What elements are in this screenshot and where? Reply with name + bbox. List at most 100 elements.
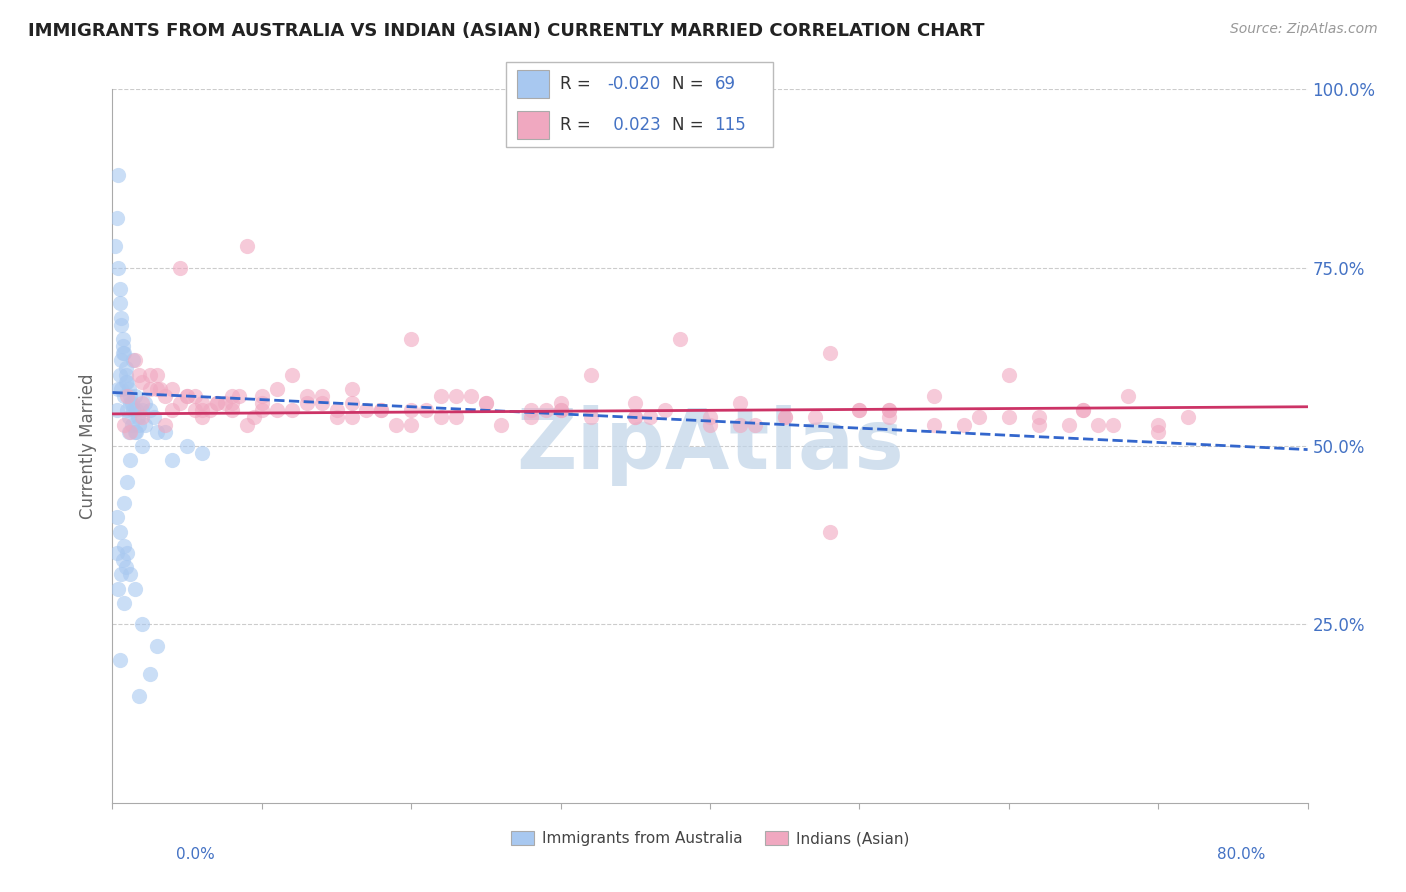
Text: 69: 69: [714, 76, 735, 94]
Point: [191, 446, 214, 460]
Point: [108, 524, 131, 539]
FancyBboxPatch shape: [506, 62, 773, 147]
Point: [128, 689, 150, 703]
Point: [146, 382, 169, 396]
Point: [162, 382, 183, 396]
Point: [176, 439, 198, 453]
Point: [214, 396, 236, 410]
Point: [105, 510, 128, 524]
Point: [579, 368, 602, 382]
Point: [146, 425, 169, 439]
Point: [183, 389, 205, 403]
Text: 0.023: 0.023: [607, 116, 661, 134]
Point: [191, 396, 214, 410]
Point: [105, 546, 128, 560]
Text: Source: ZipAtlas.com: Source: ZipAtlas.com: [1230, 22, 1378, 37]
Point: [228, 389, 250, 403]
Point: [124, 353, 146, 368]
Point: [205, 396, 228, 410]
Point: [108, 368, 131, 382]
Point: [266, 382, 288, 396]
Point: [1057, 417, 1080, 432]
Point: [699, 410, 721, 425]
Point: [325, 410, 347, 425]
Point: [922, 417, 945, 432]
Point: [444, 389, 467, 403]
Point: [370, 403, 392, 417]
Point: [998, 410, 1021, 425]
Point: [111, 332, 134, 346]
Point: [114, 417, 135, 432]
Point: [879, 403, 901, 417]
Point: [131, 396, 153, 410]
Point: [848, 403, 870, 417]
Point: [139, 403, 162, 417]
Point: [1147, 425, 1170, 439]
Point: [640, 410, 662, 425]
Text: ZipAtlas: ZipAtlas: [516, 406, 904, 486]
Point: [115, 375, 138, 389]
Point: [115, 368, 138, 382]
Point: [1028, 417, 1050, 432]
Point: [340, 382, 363, 396]
Point: [114, 496, 135, 510]
Point: [121, 417, 143, 432]
Point: [953, 417, 976, 432]
Point: [728, 396, 751, 410]
Point: [311, 389, 333, 403]
Point: [153, 389, 176, 403]
Point: [143, 410, 166, 425]
Point: [1073, 403, 1095, 417]
Point: [120, 425, 142, 439]
Point: [356, 403, 378, 417]
Point: [1147, 417, 1170, 432]
Point: [120, 396, 142, 410]
Point: [134, 417, 156, 432]
Point: [124, 389, 146, 403]
Point: [430, 410, 453, 425]
Point: [149, 382, 172, 396]
Text: IMMIGRANTS FROM AUSTRALIA VS INDIAN (ASIAN) CURRENTLY MARRIED CORRELATION CHART: IMMIGRANTS FROM AUSTRALIA VS INDIAN (ASI…: [28, 22, 984, 40]
Point: [250, 396, 273, 410]
Bar: [517, 111, 548, 139]
Point: [125, 403, 148, 417]
Point: [114, 389, 135, 403]
Point: [191, 410, 214, 425]
Point: [879, 403, 901, 417]
Point: [773, 410, 796, 425]
Point: [520, 410, 543, 425]
Text: 0.0%: 0.0%: [176, 847, 215, 862]
Point: [295, 389, 318, 403]
Point: [183, 403, 205, 417]
Point: [105, 211, 128, 225]
Point: [115, 560, 138, 574]
Text: N =: N =: [672, 76, 709, 94]
Point: [1118, 389, 1140, 403]
Point: [460, 389, 482, 403]
Point: [111, 346, 134, 360]
Point: [475, 396, 498, 410]
Point: [117, 546, 139, 560]
Point: [221, 389, 243, 403]
Point: [728, 417, 751, 432]
Point: [131, 410, 153, 425]
Point: [998, 368, 1021, 382]
Point: [250, 403, 273, 417]
Point: [624, 410, 647, 425]
Text: 80.0%: 80.0%: [1218, 847, 1265, 862]
Point: [131, 375, 153, 389]
Point: [370, 403, 392, 417]
Text: R =: R =: [560, 76, 596, 94]
Point: [879, 410, 901, 425]
Point: [281, 403, 304, 417]
Point: [250, 389, 273, 403]
Point: [131, 617, 153, 632]
Y-axis label: Currently Married: Currently Married: [79, 373, 97, 519]
Point: [153, 425, 176, 439]
Point: [489, 417, 512, 432]
Point: [118, 425, 141, 439]
Point: [401, 403, 423, 417]
Point: [117, 403, 139, 417]
Point: [118, 410, 141, 425]
Point: [325, 403, 347, 417]
